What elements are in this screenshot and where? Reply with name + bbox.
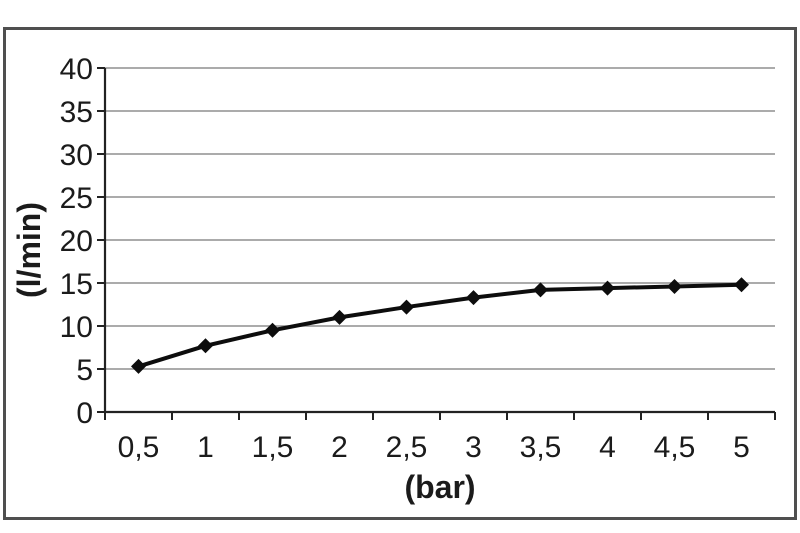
y-tick-label: 25 xyxy=(60,182,93,215)
data-point-marker xyxy=(667,278,682,294)
y-tick-label: 15 xyxy=(60,268,93,301)
x-tick-label: 5 xyxy=(733,431,750,464)
x-tick-label: 3 xyxy=(465,431,482,464)
data-point-marker xyxy=(265,322,280,338)
data-point-marker xyxy=(600,280,615,296)
y-tick-label: 30 xyxy=(60,139,93,172)
data-point-marker xyxy=(399,299,414,315)
chart-frame xyxy=(3,27,797,520)
x-tick-label: 0,5 xyxy=(118,431,160,464)
x-tick-label: 2 xyxy=(331,431,348,464)
y-tick-label: 40 xyxy=(60,53,93,86)
x-tick-label: 3,5 xyxy=(520,431,562,464)
data-point-marker xyxy=(734,277,749,293)
x-tick-label: 1 xyxy=(197,431,214,464)
data-point-marker xyxy=(533,282,548,298)
data-point-marker xyxy=(198,338,213,354)
data-point-marker xyxy=(131,358,146,374)
y-tick-label: 0 xyxy=(76,397,93,430)
x-tick-label: 4,5 xyxy=(654,431,696,464)
x-axis-title: (bar) xyxy=(404,469,475,505)
data-point-marker xyxy=(466,290,481,306)
x-tick-label: 4 xyxy=(599,431,616,464)
data-point-marker xyxy=(332,309,347,325)
y-tick-label: 5 xyxy=(76,354,93,387)
x-tick-label: 2,5 xyxy=(386,431,428,464)
data-line xyxy=(136,282,744,369)
y-axis-title: (l/min) xyxy=(11,202,47,298)
y-tick-label: 35 xyxy=(60,96,93,129)
x-tick-label: 1,5 xyxy=(252,431,294,464)
y-tick-label: 10 xyxy=(60,311,93,344)
y-tick-label: 20 xyxy=(60,225,93,258)
